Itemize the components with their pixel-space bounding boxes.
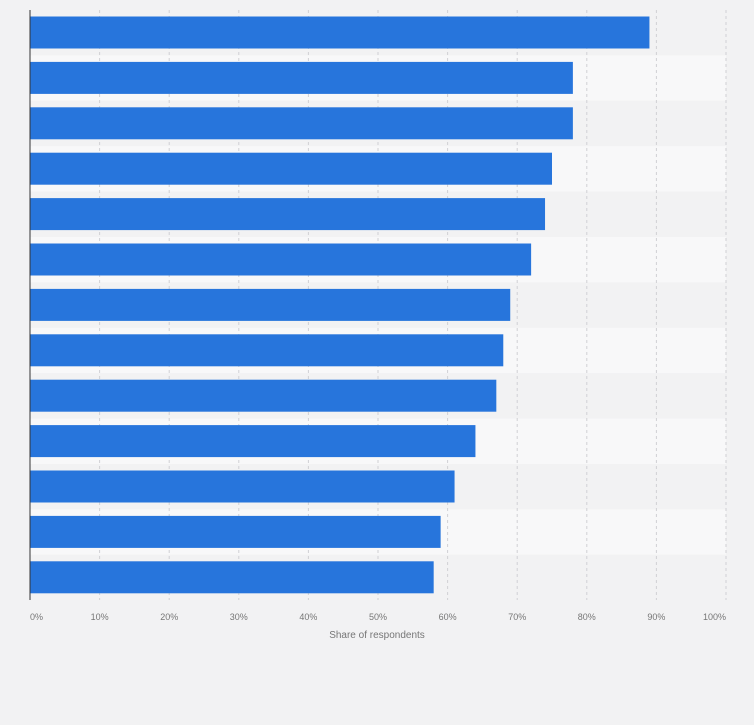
bars bbox=[30, 16, 650, 594]
bar bbox=[30, 561, 434, 594]
bar bbox=[30, 243, 532, 276]
bar bbox=[30, 470, 455, 503]
x-tick-label: 60% bbox=[439, 612, 457, 622]
x-tick-label: 20% bbox=[160, 612, 178, 622]
bar bbox=[30, 288, 511, 321]
bar bbox=[30, 152, 552, 185]
x-tick-label: 90% bbox=[647, 612, 665, 622]
x-tick-label: 30% bbox=[230, 612, 248, 622]
bar bbox=[30, 16, 650, 49]
bar bbox=[30, 334, 504, 367]
bar bbox=[30, 515, 441, 548]
x-tick-label: 10% bbox=[91, 612, 109, 622]
x-tick-label: 70% bbox=[508, 612, 526, 622]
bar bbox=[30, 107, 573, 140]
x-tick-label: 0% bbox=[30, 612, 43, 622]
x-tick-label: 50% bbox=[369, 612, 387, 622]
bar bbox=[30, 379, 497, 412]
x-tick-label: 40% bbox=[299, 612, 317, 622]
x-axis-label: Share of respondents bbox=[329, 630, 425, 641]
bar bbox=[30, 61, 573, 94]
x-tick-label: 80% bbox=[578, 612, 596, 622]
x-tick-label: 100% bbox=[703, 612, 726, 622]
bar bbox=[30, 198, 546, 231]
x-tick-labels: 0% 10% 20% 30% 40% 50% 60% 70% 80% 90% 100% bbox=[30, 612, 726, 622]
bar bbox=[30, 425, 476, 458]
